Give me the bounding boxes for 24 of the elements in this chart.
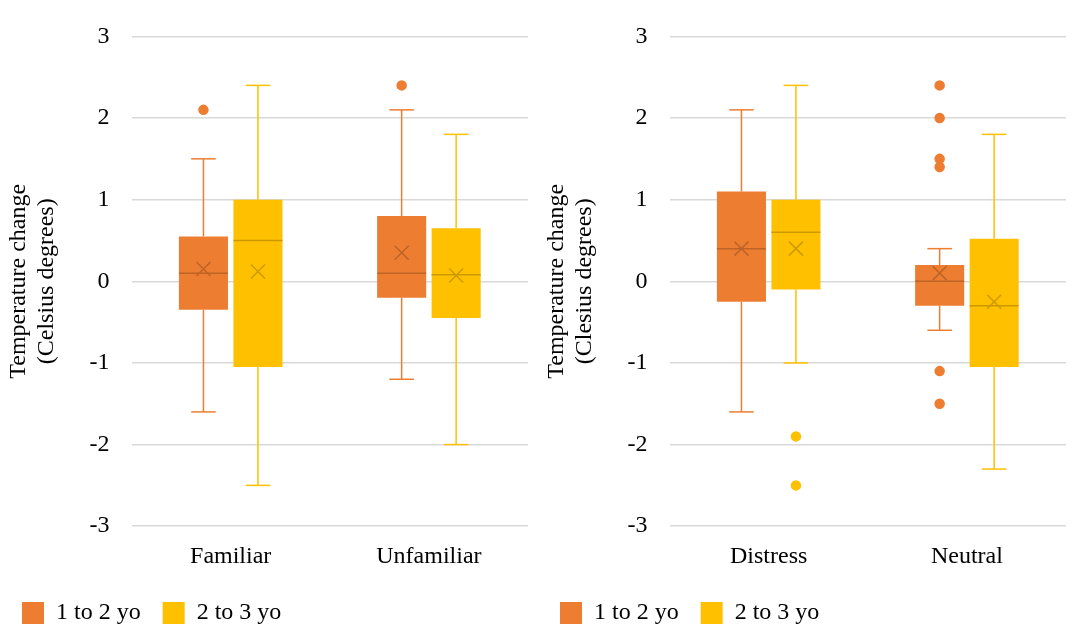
y-tick-label: -1	[89, 348, 110, 375]
x-tick-label: Familiar	[190, 541, 272, 568]
y-tick-label: 2	[635, 103, 648, 130]
legend-label: 1 to 2 yo	[56, 598, 141, 625]
y-tick-label: 0	[97, 266, 110, 293]
y-tick-label: -1	[627, 348, 648, 375]
y-tick-label: 1	[97, 184, 110, 211]
y-tick-label: 3	[635, 21, 648, 48]
y-tick-label: -3	[627, 511, 648, 538]
legend-label: 1 to 2 yo	[594, 598, 679, 625]
y-tick-label: 1	[635, 184, 648, 211]
legend-label: 2 to 3 yo	[734, 598, 820, 625]
x-tick-label: Neutral	[930, 541, 1004, 568]
x-tick-label: Unfamiliar	[376, 541, 482, 568]
y-tick-label: -2	[89, 429, 110, 456]
x-tick-label: Distress	[730, 541, 808, 568]
y-axis-title: Temperature change (Clesius degrees)	[541, 183, 597, 379]
y-tick-label: -3	[89, 511, 110, 538]
y-tick-label: 0	[635, 266, 648, 293]
y-tick-label: 3	[97, 21, 110, 48]
legend-label: 2 to 3 yo	[196, 598, 282, 625]
y-tick-label: -2	[627, 429, 648, 456]
y-axis-title: Temperature change (Celsius degrees)	[3, 183, 59, 379]
y-tick-label: 2	[97, 103, 110, 130]
